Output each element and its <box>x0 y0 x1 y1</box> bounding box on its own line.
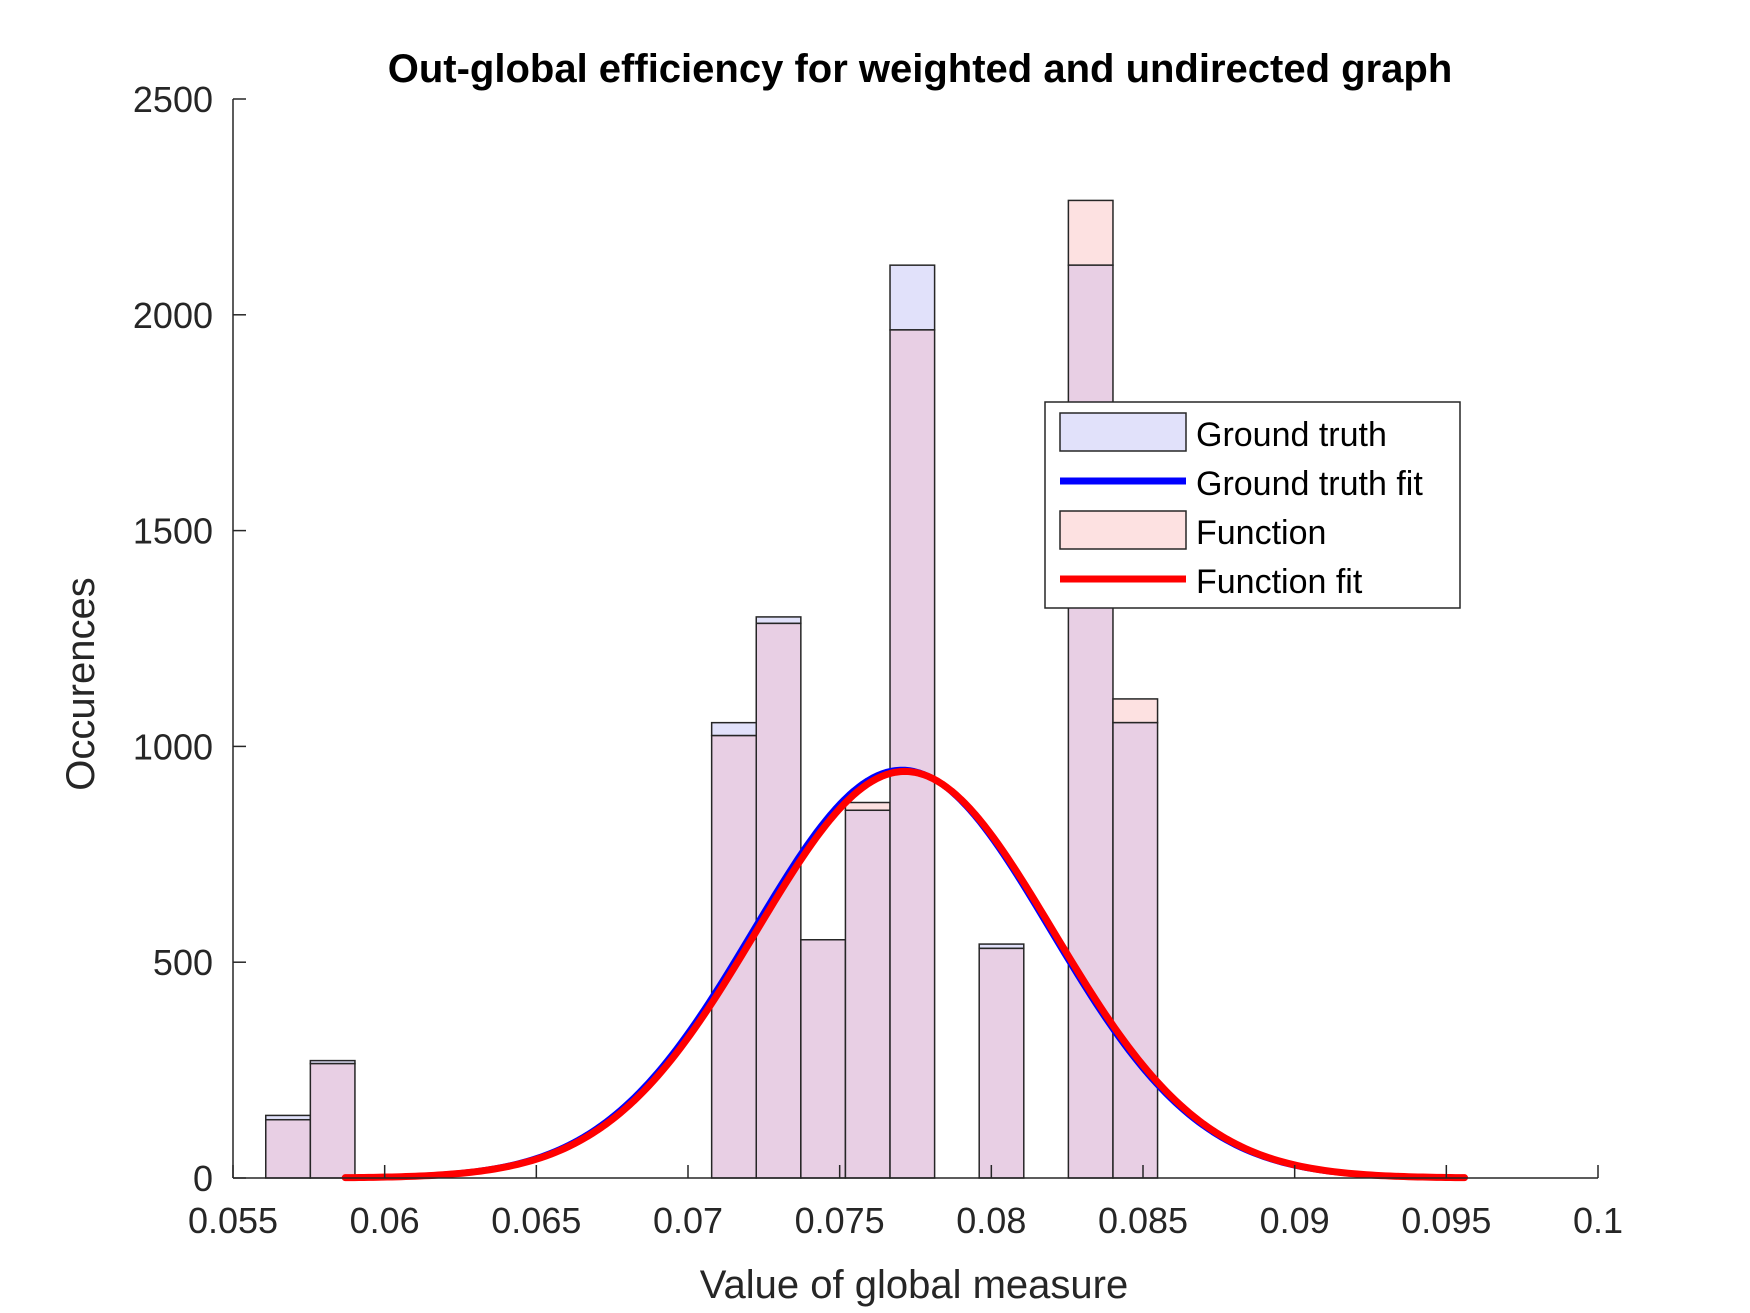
fit-curves <box>341 766 1469 1182</box>
y-tick-label: 2000 <box>133 295 213 336</box>
y-tick-label: 1500 <box>133 511 213 552</box>
histogram-bar-function <box>1112 698 1159 724</box>
histogram-bars <box>265 199 1159 1179</box>
histogram-bar-overlap <box>265 1118 312 1179</box>
histogram-bar-overlap <box>800 939 847 1179</box>
x-axis-label: Value of global measure <box>700 1263 1128 1307</box>
y-tick-label: 1000 <box>133 726 213 767</box>
x-tick-label: 0.075 <box>795 1200 885 1241</box>
legend-swatch-function <box>1059 510 1187 550</box>
x-tick-label: 0.1 <box>1573 1200 1623 1241</box>
y-axis-label: Occurences <box>59 577 103 790</box>
legend-label-ground-truth: Ground truth <box>1196 416 1387 454</box>
y-tick-label: 0 <box>193 1158 213 1199</box>
histogram-bar-overlap <box>844 809 891 1179</box>
y-tick-label: 500 <box>153 942 213 983</box>
histogram-bar-ground-truth <box>889 264 936 331</box>
x-tick-label: 0.07 <box>653 1200 723 1241</box>
histogram-bar-ground-truth <box>710 721 757 737</box>
y-axis-ticks: 0 500 1000 1500 2000 2500 <box>133 79 246 1199</box>
histogram-bar-overlap <box>889 329 936 1179</box>
chart-title: Out-global efficiency for weighted and u… <box>388 47 1453 91</box>
axis-lines <box>232 99 1598 1179</box>
x-tick-label: 0.085 <box>1098 1200 1188 1241</box>
x-tick-label: 0.09 <box>1260 1200 1330 1241</box>
x-axis-ticks: 0.055 0.06 0.065 0.07 0.075 0.08 0.085 0.09 0.09… <box>188 1165 1623 1241</box>
histogram-bar-ground-truth <box>755 616 802 625</box>
plot-axes: 0.055 0.06 0.065 0.07 0.075 0.08 0.085 0.09 0.09… <box>133 79 1623 1241</box>
legend-swatch-ground-truth <box>1059 412 1187 452</box>
function-fit-curve <box>341 767 1469 1182</box>
histogram-bar-overlap <box>978 947 1025 1179</box>
x-tick-label: 0.055 <box>188 1200 278 1241</box>
y-tick-label: 2500 <box>133 79 213 120</box>
histogram-bar-function <box>844 801 891 812</box>
x-tick-label: 0.08 <box>956 1200 1026 1241</box>
legend-label-ground-truth-fit: Ground truth fit <box>1196 465 1423 503</box>
histogram-bar-function <box>1067 199 1114 266</box>
histogram-bar-overlap <box>1112 721 1159 1179</box>
x-tick-label: 0.065 <box>491 1200 581 1241</box>
x-tick-label: 0.06 <box>350 1200 420 1241</box>
legend: Ground truth Ground truth fit Function F… <box>1044 401 1461 609</box>
histogram-bar-overlap <box>309 1062 356 1179</box>
x-tick-label: 0.095 <box>1401 1200 1491 1241</box>
legend-label-function: Function <box>1196 514 1326 552</box>
legend-label-function-fit: Function fit <box>1196 563 1363 601</box>
